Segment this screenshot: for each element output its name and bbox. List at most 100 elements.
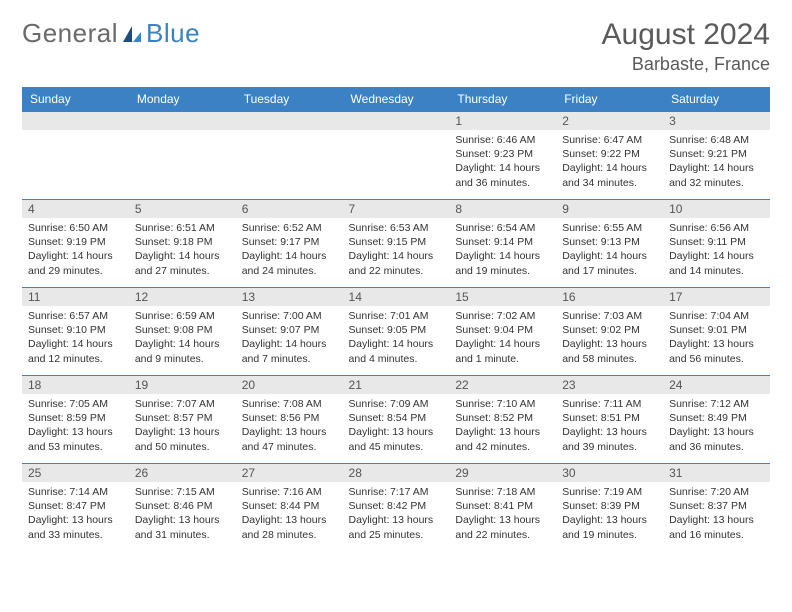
sunrise: Sunrise: 6:46 AM xyxy=(455,133,550,147)
sunrise: Sunrise: 7:07 AM xyxy=(135,397,230,411)
daylight-line1: Daylight: 14 hours xyxy=(28,249,123,263)
day-data: Sunrise: 6:54 AMSunset: 9:14 PMDaylight:… xyxy=(449,218,556,282)
day-number-empty xyxy=(236,112,343,130)
daylight-line1: Daylight: 13 hours xyxy=(28,425,123,439)
daylight-line2: and 16 minutes. xyxy=(669,528,764,542)
weekday-header-row: Sunday Monday Tuesday Wednesday Thursday… xyxy=(22,87,770,112)
sunrise: Sunrise: 6:51 AM xyxy=(135,221,230,235)
sunrise: Sunrise: 7:20 AM xyxy=(669,485,764,499)
daylight-line1: Daylight: 13 hours xyxy=(242,425,337,439)
daylight-line1: Daylight: 14 hours xyxy=(242,249,337,263)
brand-sail-icon xyxy=(121,24,143,46)
daylight-line1: Daylight: 13 hours xyxy=(669,425,764,439)
daylight-line2: and 34 minutes. xyxy=(562,176,657,190)
daylight-line1: Daylight: 14 hours xyxy=(349,337,444,351)
day-number: 6 xyxy=(236,200,343,218)
brand-logo: General Blue xyxy=(22,18,200,49)
day-cell: 5Sunrise: 6:51 AMSunset: 9:18 PMDaylight… xyxy=(129,200,236,288)
day-data: Sunrise: 7:11 AMSunset: 8:51 PMDaylight:… xyxy=(556,394,663,458)
daylight-line2: and 53 minutes. xyxy=(28,440,123,454)
sunrise: Sunrise: 7:11 AM xyxy=(562,397,657,411)
day-number: 8 xyxy=(449,200,556,218)
weekday-header: Saturday xyxy=(663,87,770,112)
sunrise: Sunrise: 7:15 AM xyxy=(135,485,230,499)
day-cell: 1Sunrise: 6:46 AMSunset: 9:23 PMDaylight… xyxy=(449,112,556,200)
day-number: 27 xyxy=(236,464,343,482)
day-number: 7 xyxy=(343,200,450,218)
daylight-line2: and 29 minutes. xyxy=(28,264,123,278)
week-row: 11Sunrise: 6:57 AMSunset: 9:10 PMDayligh… xyxy=(22,288,770,376)
day-cell: 11Sunrise: 6:57 AMSunset: 9:10 PMDayligh… xyxy=(22,288,129,376)
day-data: Sunrise: 6:53 AMSunset: 9:15 PMDaylight:… xyxy=(343,218,450,282)
day-data: Sunrise: 6:46 AMSunset: 9:23 PMDaylight:… xyxy=(449,130,556,194)
daylight-line1: Daylight: 13 hours xyxy=(349,425,444,439)
day-number: 3 xyxy=(663,112,770,130)
day-cell: 12Sunrise: 6:59 AMSunset: 9:08 PMDayligh… xyxy=(129,288,236,376)
daylight-line2: and 4 minutes. xyxy=(349,352,444,366)
day-cell: 14Sunrise: 7:01 AMSunset: 9:05 PMDayligh… xyxy=(343,288,450,376)
sunrise: Sunrise: 6:56 AM xyxy=(669,221,764,235)
day-number: 18 xyxy=(22,376,129,394)
day-number: 26 xyxy=(129,464,236,482)
daylight-line1: Daylight: 13 hours xyxy=(455,513,550,527)
day-number: 9 xyxy=(556,200,663,218)
daylight-line2: and 19 minutes. xyxy=(455,264,550,278)
sunset: Sunset: 9:05 PM xyxy=(349,323,444,337)
day-data: Sunrise: 7:09 AMSunset: 8:54 PMDaylight:… xyxy=(343,394,450,458)
day-cell: 6Sunrise: 6:52 AMSunset: 9:17 PMDaylight… xyxy=(236,200,343,288)
week-row: 1Sunrise: 6:46 AMSunset: 9:23 PMDaylight… xyxy=(22,112,770,200)
sunset: Sunset: 9:18 PM xyxy=(135,235,230,249)
sunset: Sunset: 8:52 PM xyxy=(455,411,550,425)
day-data: Sunrise: 6:50 AMSunset: 9:19 PMDaylight:… xyxy=(22,218,129,282)
day-number: 17 xyxy=(663,288,770,306)
week-row: 18Sunrise: 7:05 AMSunset: 8:59 PMDayligh… xyxy=(22,376,770,464)
sunrise: Sunrise: 7:12 AM xyxy=(669,397,764,411)
day-number: 11 xyxy=(22,288,129,306)
day-cell xyxy=(343,112,450,200)
day-number: 2 xyxy=(556,112,663,130)
daylight-line2: and 36 minutes. xyxy=(669,440,764,454)
day-cell: 22Sunrise: 7:10 AMSunset: 8:52 PMDayligh… xyxy=(449,376,556,464)
daylight-line2: and 36 minutes. xyxy=(455,176,550,190)
day-data: Sunrise: 7:10 AMSunset: 8:52 PMDaylight:… xyxy=(449,394,556,458)
daylight-line1: Daylight: 14 hours xyxy=(455,161,550,175)
daylight-line2: and 17 minutes. xyxy=(562,264,657,278)
sunrise: Sunrise: 7:14 AM xyxy=(28,485,123,499)
day-number: 22 xyxy=(449,376,556,394)
sunset: Sunset: 9:01 PM xyxy=(669,323,764,337)
sunset: Sunset: 9:07 PM xyxy=(242,323,337,337)
day-cell: 15Sunrise: 7:02 AMSunset: 9:04 PMDayligh… xyxy=(449,288,556,376)
day-cell: 19Sunrise: 7:07 AMSunset: 8:57 PMDayligh… xyxy=(129,376,236,464)
daylight-line2: and 25 minutes. xyxy=(349,528,444,542)
day-cell: 3Sunrise: 6:48 AMSunset: 9:21 PMDaylight… xyxy=(663,112,770,200)
day-cell: 7Sunrise: 6:53 AMSunset: 9:15 PMDaylight… xyxy=(343,200,450,288)
daylight-line2: and 24 minutes. xyxy=(242,264,337,278)
day-number: 21 xyxy=(343,376,450,394)
daylight-line1: Daylight: 13 hours xyxy=(349,513,444,527)
sunset: Sunset: 8:41 PM xyxy=(455,499,550,513)
daylight-line2: and 19 minutes. xyxy=(562,528,657,542)
daylight-line1: Daylight: 14 hours xyxy=(562,161,657,175)
daylight-line2: and 22 minutes. xyxy=(349,264,444,278)
day-cell: 17Sunrise: 7:04 AMSunset: 9:01 PMDayligh… xyxy=(663,288,770,376)
day-data: Sunrise: 6:51 AMSunset: 9:18 PMDaylight:… xyxy=(129,218,236,282)
day-cell: 13Sunrise: 7:00 AMSunset: 9:07 PMDayligh… xyxy=(236,288,343,376)
day-number: 25 xyxy=(22,464,129,482)
sunrise: Sunrise: 7:16 AM xyxy=(242,485,337,499)
daylight-line2: and 39 minutes. xyxy=(562,440,657,454)
day-number: 29 xyxy=(449,464,556,482)
sunset: Sunset: 8:57 PM xyxy=(135,411,230,425)
day-cell xyxy=(236,112,343,200)
day-cell: 29Sunrise: 7:18 AMSunset: 8:41 PMDayligh… xyxy=(449,464,556,552)
daylight-line1: Daylight: 13 hours xyxy=(242,513,337,527)
sunrise: Sunrise: 6:59 AM xyxy=(135,309,230,323)
day-cell: 30Sunrise: 7:19 AMSunset: 8:39 PMDayligh… xyxy=(556,464,663,552)
day-data: Sunrise: 7:01 AMSunset: 9:05 PMDaylight:… xyxy=(343,306,450,370)
title-block: August 2024 Barbaste, France xyxy=(602,18,770,75)
daylight-line1: Daylight: 14 hours xyxy=(135,337,230,351)
daylight-line1: Daylight: 13 hours xyxy=(669,337,764,351)
daylight-line2: and 42 minutes. xyxy=(455,440,550,454)
day-data: Sunrise: 7:17 AMSunset: 8:42 PMDaylight:… xyxy=(343,482,450,546)
day-cell: 2Sunrise: 6:47 AMSunset: 9:22 PMDaylight… xyxy=(556,112,663,200)
daylight-line1: Daylight: 13 hours xyxy=(135,513,230,527)
